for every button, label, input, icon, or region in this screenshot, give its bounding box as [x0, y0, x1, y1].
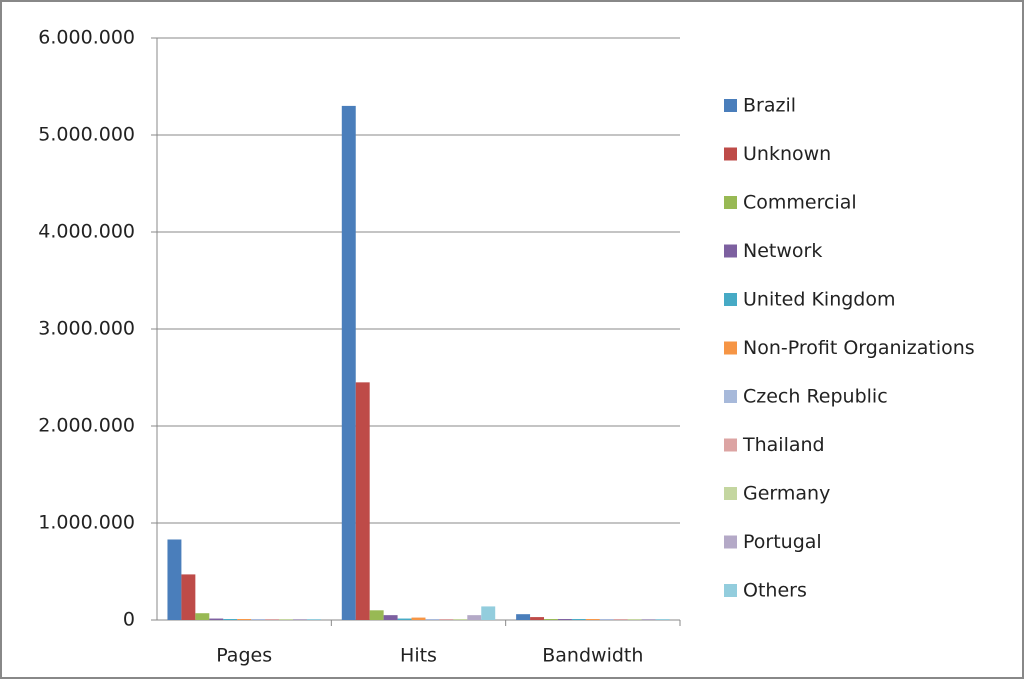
legend-label: Others — [743, 580, 807, 602]
y-tick-label: 6.000.000 — [38, 27, 135, 49]
bar — [557, 619, 572, 620]
bar — [467, 615, 482, 620]
legend-label: United Kingdom — [743, 289, 896, 311]
y-tick-label: 0 — [123, 609, 135, 631]
bar — [571, 619, 586, 620]
bar — [223, 619, 238, 620]
legend-label: Non-Profit Organizations — [743, 337, 975, 359]
legend-label: Germany — [743, 483, 830, 505]
legend-swatch — [724, 487, 737, 500]
legend-swatch — [724, 438, 737, 452]
bar — [599, 619, 614, 620]
bar — [544, 619, 558, 620]
bar — [181, 574, 196, 620]
bar — [237, 619, 252, 620]
legend-label: Unknown — [743, 143, 831, 165]
y-tick-label: 1.000.000 — [38, 512, 135, 534]
legend-label: Network — [743, 240, 822, 262]
bar — [481, 606, 496, 620]
legend-label: Czech Republic — [743, 386, 888, 408]
bar — [516, 614, 531, 620]
legend-label: Thailand — [742, 434, 825, 456]
y-tick-label: 3.000.000 — [38, 318, 135, 340]
legend-label: Brazil — [743, 95, 796, 117]
bar — [641, 619, 656, 620]
bar — [292, 619, 307, 620]
bar — [279, 619, 293, 620]
bar — [439, 619, 454, 620]
legend-swatch — [724, 535, 737, 549]
y-tick-label: 4.000.000 — [38, 221, 135, 243]
y-tick-label: 2.000.000 — [38, 415, 135, 437]
legend-swatch — [724, 99, 737, 112]
bar — [369, 610, 384, 620]
bar — [397, 618, 412, 620]
bar — [209, 618, 224, 620]
legend-swatch — [724, 196, 737, 209]
legend-swatch — [724, 147, 737, 161]
bar — [251, 619, 266, 620]
bar — [195, 613, 210, 620]
bar — [613, 619, 628, 620]
bar — [265, 619, 280, 620]
x-tick-label: Hits — [400, 645, 437, 667]
bar — [453, 619, 468, 620]
bar — [627, 619, 642, 620]
legend-swatch — [724, 244, 737, 258]
bar — [341, 105, 356, 620]
legend-swatch — [724, 293, 737, 306]
legend-swatch — [724, 584, 737, 597]
legend-label: Portugal — [743, 531, 822, 553]
y-tick-label: 5.000.000 — [38, 124, 135, 146]
bar — [306, 619, 321, 620]
x-tick-label: Bandwidth — [542, 645, 643, 667]
bar — [411, 617, 426, 620]
legend-swatch — [724, 390, 737, 403]
bar — [425, 619, 440, 620]
legend-label: Commercial — [743, 192, 857, 214]
bar — [383, 615, 398, 620]
x-tick-label: Pages — [216, 645, 272, 667]
bar — [167, 539, 182, 620]
legend-swatch — [724, 341, 737, 355]
bar — [530, 617, 545, 620]
bar — [655, 619, 670, 620]
bar — [585, 619, 600, 620]
bar — [355, 382, 370, 620]
